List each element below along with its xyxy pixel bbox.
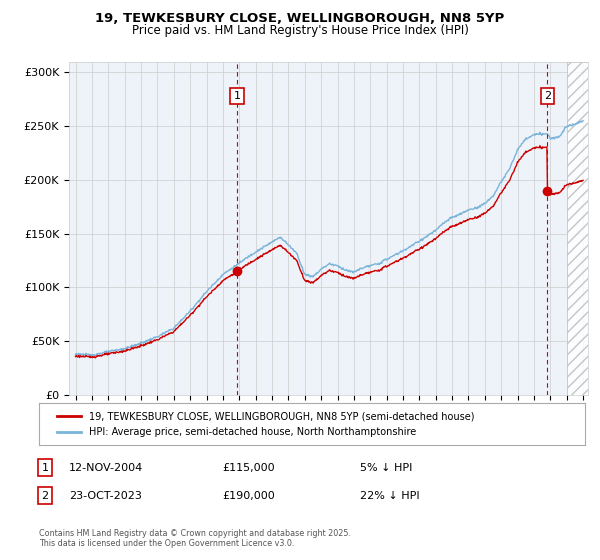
Text: 23-OCT-2023: 23-OCT-2023: [69, 491, 142, 501]
Text: 22% ↓ HPI: 22% ↓ HPI: [360, 491, 419, 501]
Text: This data is licensed under the Open Government Licence v3.0.: This data is licensed under the Open Gov…: [39, 539, 295, 548]
Text: 2: 2: [544, 91, 551, 101]
Text: 2: 2: [41, 491, 49, 501]
Legend: 19, TEWKESBURY CLOSE, WELLINGBOROUGH, NN8 5YP (semi-detached house), HPI: Averag: 19, TEWKESBURY CLOSE, WELLINGBOROUGH, NN…: [49, 404, 482, 445]
Text: 1: 1: [233, 91, 241, 101]
Text: 12-NOV-2004: 12-NOV-2004: [69, 463, 143, 473]
Text: 19, TEWKESBURY CLOSE, WELLINGBOROUGH, NN8 5YP: 19, TEWKESBURY CLOSE, WELLINGBOROUGH, NN…: [95, 12, 505, 25]
Text: Contains HM Land Registry data © Crown copyright and database right 2025.: Contains HM Land Registry data © Crown c…: [39, 529, 351, 538]
Text: Price paid vs. HM Land Registry's House Price Index (HPI): Price paid vs. HM Land Registry's House …: [131, 24, 469, 37]
Text: 5% ↓ HPI: 5% ↓ HPI: [360, 463, 412, 473]
Text: £190,000: £190,000: [222, 491, 275, 501]
Text: 1: 1: [41, 463, 49, 473]
Text: £115,000: £115,000: [222, 463, 275, 473]
